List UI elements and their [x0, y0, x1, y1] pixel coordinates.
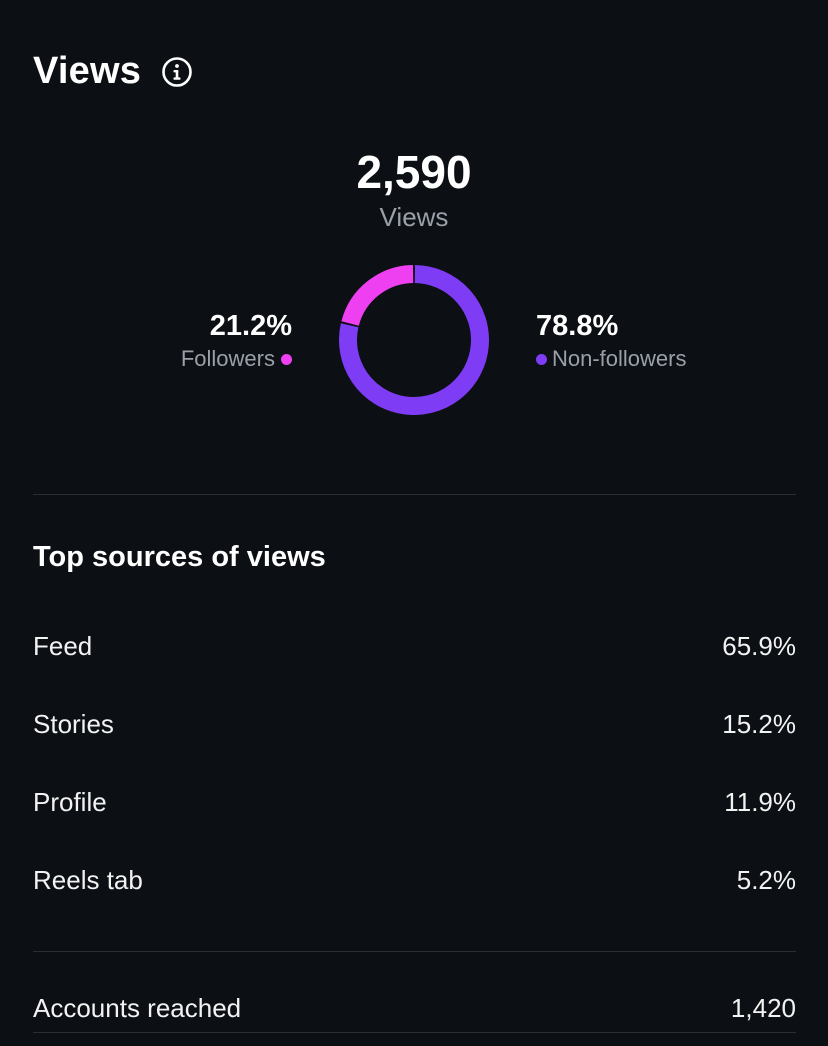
- source-value: 15.2%: [722, 708, 796, 739]
- source-value: 65.9%: [722, 630, 796, 661]
- divider: [33, 494, 796, 495]
- followers-dot-icon: [281, 353, 292, 365]
- divider: [33, 951, 796, 952]
- accounts-reached-row[interactable]: Accounts reached 1,420: [33, 990, 796, 1026]
- source-label: Stories: [33, 708, 114, 739]
- page-title: Views: [33, 50, 142, 92]
- non-followers-dot-icon: [536, 353, 547, 365]
- non-followers-label: Non-followers: [552, 346, 687, 371]
- source-label: Reels tab: [33, 864, 143, 895]
- audience-donut-chart: [339, 265, 489, 415]
- followers-label: Followers: [180, 346, 275, 371]
- source-row-reels-tab: Reels tab 5.2%: [33, 862, 796, 898]
- non-followers-arc: [339, 265, 489, 415]
- total-views-label: Views: [379, 202, 449, 232]
- followers-legend: 21.2% Followers: [181, 308, 292, 374]
- followers-arc: [341, 265, 414, 327]
- divider: [33, 1032, 796, 1033]
- total-views: 2,590 Views: [0, 145, 828, 233]
- info-icon[interactable]: [161, 56, 193, 88]
- source-label: Profile: [33, 786, 107, 817]
- non-followers-percent: 78.8%: [536, 310, 619, 342]
- source-row-feed: Feed 65.9%: [33, 628, 796, 664]
- source-row-profile: Profile 11.9%: [33, 784, 796, 820]
- total-views-value: 2,590: [356, 146, 472, 198]
- accounts-reached-label: Accounts reached: [33, 992, 242, 1023]
- source-value: 11.9%: [724, 786, 796, 817]
- header: Views: [33, 50, 193, 93]
- source-value: 5.2%: [736, 864, 796, 895]
- non-followers-legend: 78.8% Non-followers: [536, 308, 687, 374]
- source-row-stories: Stories 15.2%: [33, 706, 796, 742]
- accounts-reached-value: 1,420: [730, 992, 796, 1023]
- source-label: Feed: [33, 630, 93, 661]
- section-title: Top sources of views: [33, 541, 326, 573]
- followers-percent: 21.2%: [209, 310, 292, 342]
